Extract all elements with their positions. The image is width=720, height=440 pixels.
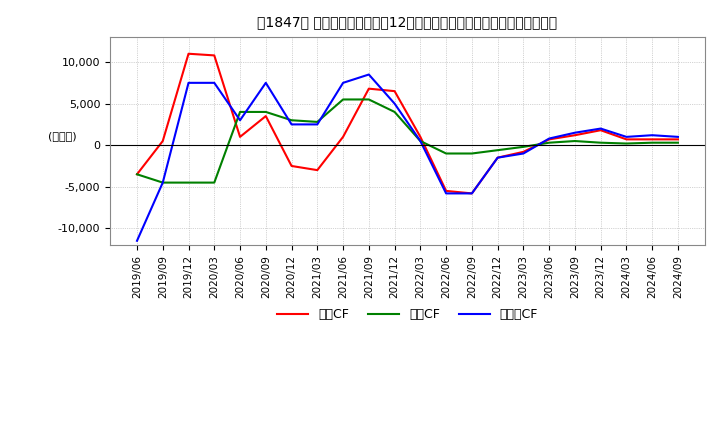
営業CF [596, 128, 605, 133]
営業CF [390, 88, 399, 94]
営業CF [287, 163, 296, 169]
投資CF [313, 119, 322, 125]
フリーCF [235, 117, 244, 123]
営業CF [132, 172, 141, 177]
投資CF [519, 144, 528, 150]
投資CF [364, 97, 373, 102]
フリーCF [287, 122, 296, 127]
営業CF [622, 137, 631, 142]
投資CF [570, 139, 579, 144]
投資CF [235, 109, 244, 114]
フリーCF [648, 132, 657, 138]
営業CF [235, 134, 244, 139]
フリーCF [184, 80, 193, 85]
フリーCF [570, 130, 579, 136]
投資CF [442, 151, 451, 156]
フリーCF [622, 134, 631, 139]
営業CF [442, 188, 451, 194]
投資CF [467, 151, 476, 156]
投資CF [287, 117, 296, 123]
営業CF [570, 132, 579, 138]
投資CF [493, 147, 502, 153]
フリーCF [674, 134, 683, 139]
フリーCF [596, 126, 605, 131]
営業CF [158, 139, 167, 144]
フリーCF [338, 80, 347, 85]
投資CF [184, 180, 193, 185]
投資CF [158, 180, 167, 185]
フリーCF [132, 238, 141, 243]
フリーCF [261, 80, 270, 85]
投資CF [416, 139, 425, 144]
投資CF [338, 97, 347, 102]
営業CF [648, 137, 657, 142]
営業CF [416, 134, 425, 139]
投資CF [210, 180, 219, 185]
Line: 営業CF: 営業CF [137, 54, 678, 194]
フリーCF [467, 191, 476, 196]
フリーCF [493, 155, 502, 160]
投資CF [390, 109, 399, 114]
投資CF [648, 140, 657, 145]
フリーCF [416, 139, 425, 144]
営業CF [313, 168, 322, 173]
Y-axis label: (百万円): (百万円) [48, 131, 76, 141]
Title: 【1847】 キャッシュフローの12か月移動合計の対前年同期増減額の推移: 【1847】 キャッシュフローの12か月移動合計の対前年同期増減額の推移 [258, 15, 557, 29]
Line: 投資CF: 投資CF [137, 99, 678, 183]
フリーCF [390, 101, 399, 106]
フリーCF [519, 151, 528, 156]
フリーCF [313, 122, 322, 127]
フリーCF [210, 80, 219, 85]
フリーCF [442, 191, 451, 196]
フリーCF [364, 72, 373, 77]
Line: フリーCF: フリーCF [137, 74, 678, 241]
投資CF [622, 141, 631, 146]
フリーCF [545, 136, 554, 141]
営業CF [184, 51, 193, 56]
営業CF [338, 134, 347, 139]
営業CF [364, 86, 373, 91]
投資CF [132, 172, 141, 177]
投資CF [261, 109, 270, 114]
営業CF [493, 155, 502, 160]
Legend: 営業CF, 投資CF, フリーCF: 営業CF, 投資CF, フリーCF [271, 303, 543, 326]
営業CF [519, 149, 528, 154]
営業CF [674, 137, 683, 142]
営業CF [545, 137, 554, 142]
営業CF [467, 191, 476, 196]
フリーCF [158, 180, 167, 185]
営業CF [261, 114, 270, 119]
投資CF [545, 140, 554, 145]
投資CF [674, 140, 683, 145]
投資CF [596, 140, 605, 145]
営業CF [210, 53, 219, 58]
